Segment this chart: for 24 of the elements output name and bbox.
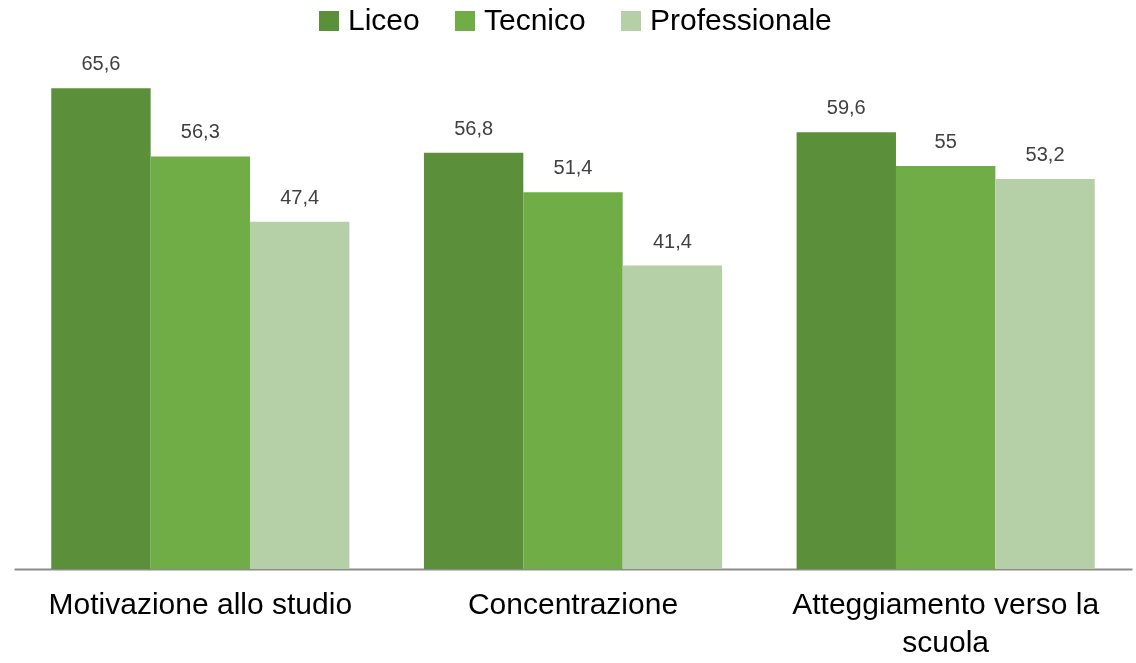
data-label: 56,3 bbox=[180, 120, 220, 143]
data-label: 55 bbox=[934, 129, 957, 152]
x-tick-label: Concentrazione bbox=[467, 586, 679, 620]
data-label: 53,2 bbox=[1025, 143, 1065, 166]
legend-label: Tecnico bbox=[484, 3, 586, 36]
bar bbox=[895, 165, 996, 569]
x-tick-label: Motivazione allo studio bbox=[48, 586, 353, 620]
bar bbox=[622, 265, 723, 569]
legend-label: Professionale bbox=[650, 3, 832, 36]
bar bbox=[796, 132, 896, 569]
bar bbox=[523, 192, 623, 569]
bar bbox=[250, 221, 350, 569]
data-label: 65,6 bbox=[81, 52, 121, 75]
x-tick-label: Atteggiamento verso la scuola bbox=[792, 586, 1100, 658]
bar bbox=[150, 156, 251, 569]
bar bbox=[995, 179, 1095, 569]
data-label: 56,8 bbox=[454, 116, 494, 139]
legend-label: Liceo bbox=[348, 3, 420, 36]
bar bbox=[423, 152, 524, 569]
data-label: 59,6 bbox=[826, 96, 866, 119]
bar bbox=[51, 88, 151, 569]
data-label: 41,4 bbox=[652, 229, 692, 252]
data-label: 47,4 bbox=[280, 185, 320, 208]
data-label: 51,4 bbox=[553, 156, 593, 179]
